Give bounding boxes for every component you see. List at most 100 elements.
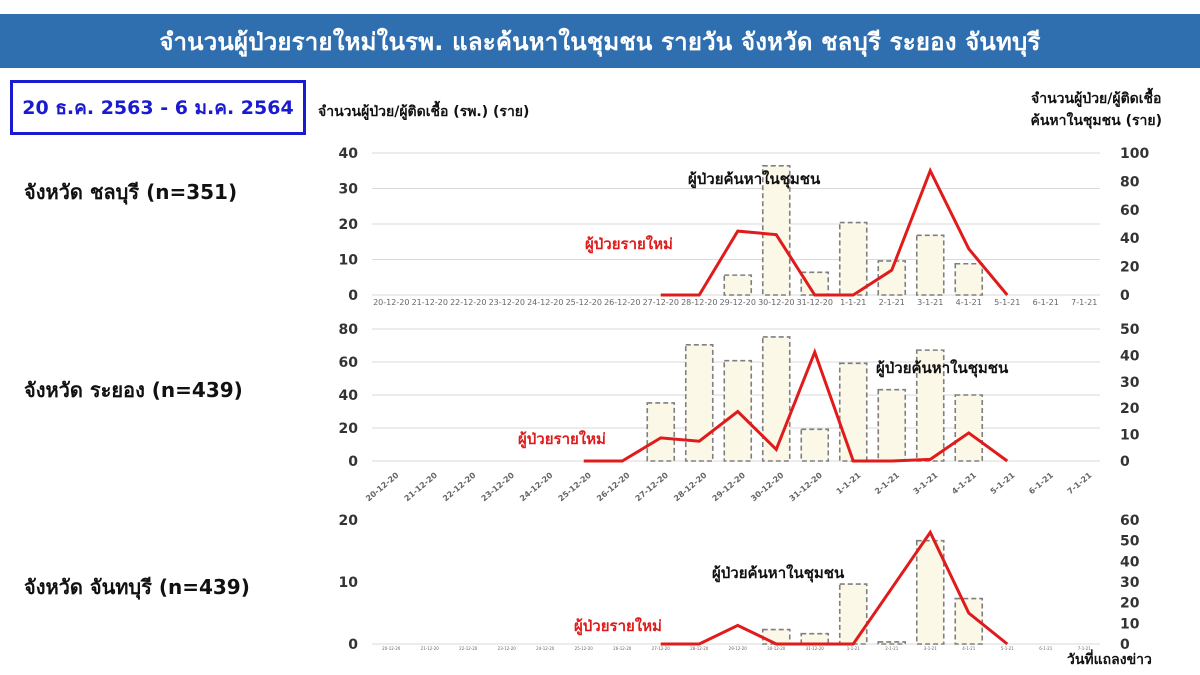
x-tick-label: 3-1-21 [924, 646, 938, 651]
x-tick-label: 6-1-21 [1039, 646, 1053, 651]
series-label-new-cases: ผู้ป่วยรายใหม่ [585, 235, 673, 254]
y-left-tick-label: 60 [339, 355, 359, 371]
x-tick-label: 6-1-21 [1027, 470, 1055, 496]
line-new-cases [660, 529, 1009, 646]
x-tick-label: 20-12-20 [364, 470, 401, 503]
chart-panel-2: 0 10 20 0 10 20 30 40 50 60 20-12-20 21-12-20 22-12-… [339, 513, 1140, 653]
x-tick-label: 23-12-20 [498, 646, 517, 651]
page-title: จำนวนผู้ป่วยรายใหม่ในรพ. และค้นหาในชุมชน… [0, 14, 1200, 68]
chart-panel-1: 0 20 40 60 80 0 10 20 30 40 50 20-12-20 21-12-20 22-1… [339, 322, 1140, 503]
x-tick-label: 25-12-20 [575, 646, 594, 651]
y-right-tick-label: 20 [1120, 596, 1140, 612]
bar-community-1-1-21 [838, 362, 868, 462]
x-tick-label: 29-12-20 [729, 646, 748, 651]
y-left-tick-label: 0 [348, 454, 358, 470]
x-tick-label: 24-12-20 [527, 298, 563, 307]
y-left-tick-label: 0 [348, 637, 358, 653]
x-tick-label: 2-1-21 [885, 646, 899, 651]
bar-community-3-1-21 [915, 539, 945, 645]
x-tick-label: 1-1-21 [847, 646, 861, 651]
x-tick-label: 26-12-20 [604, 298, 640, 307]
x-tick-label: 21-12-20 [412, 298, 448, 307]
x-tick-label: 23-12-20 [489, 298, 525, 307]
y-right-tick-label: 60 [1120, 203, 1140, 219]
y-left-tick-label: 20 [339, 217, 359, 233]
x-tick-label: 4-1-21 [956, 298, 982, 307]
x-tick-label: 27-12-20 [634, 470, 671, 503]
x-tick-label: 25-12-20 [557, 470, 594, 503]
y-right-tick-label: 50 [1120, 534, 1140, 550]
x-tick-label: 30-12-20 [767, 646, 786, 651]
x-tick-label: 31-12-20 [797, 298, 833, 307]
y-left-tick-label: 0 [348, 288, 358, 304]
bar-community-29-12-20 [723, 274, 753, 296]
right-axis-title-line2: ค้นหาในชุมชน (ราย) [1030, 113, 1163, 129]
x-tick-label: 6-1-21 [1033, 298, 1059, 307]
x-tick-label: 30-12-20 [749, 470, 786, 503]
bar-community-31-12-20 [800, 632, 830, 645]
y-right-tick-label: 20 [1120, 260, 1140, 276]
x-tick-label: 7-1-21 [1078, 646, 1092, 651]
bar-community-31-12-20 [800, 428, 830, 462]
x-tick-label: 26-12-20 [613, 646, 632, 651]
x-tick-label: 29-12-20 [720, 298, 756, 307]
x-tick-label: 3-1-21 [917, 298, 943, 307]
bar-community-28-12-20 [684, 344, 714, 462]
series-label-new-cases: ผู้ป่วยรายใหม่ [518, 430, 606, 449]
y-left-tick-label: 10 [339, 575, 359, 591]
x-tick-label: 22-12-20 [441, 470, 478, 503]
bar-community-27-12-20 [646, 402, 676, 462]
x-tick-label: 28-12-20 [672, 470, 709, 503]
date-range-box: 20 ธ.ค. 2563 - 6 ม.ค. 2564 [10, 80, 306, 135]
y-right-tick-label: 10 [1120, 616, 1140, 632]
chart-panel-0: 0 10 20 30 40 0 20 40 60 80 100 20-12-20 21-12-20 22-… [339, 146, 1150, 307]
x-tick-label: 20-12-20 [382, 646, 401, 651]
y-right-tick-label: 0 [1120, 637, 1130, 653]
x-tick-label: 21-12-20 [403, 470, 440, 503]
x-tick-label: 22-12-20 [450, 298, 486, 307]
bar-community-31-12-20 [800, 271, 830, 296]
x-tick-label: 5-1-21 [994, 298, 1020, 307]
x-tick-label: 28-12-20 [681, 298, 717, 307]
series-label-community: ผู้ป่วยค้นหาในชุมชน [688, 170, 821, 189]
x-tick-label: 23-12-20 [480, 470, 517, 503]
y-left-tick-label: 30 [339, 182, 359, 198]
x-tick-label: 3-1-21 [912, 470, 940, 496]
bar-community-3-1-21 [915, 234, 945, 296]
series-label-community: ผู้ป่วยค้นหาในชุมชน [712, 564, 845, 583]
y-right-tick-label: 50 [1120, 322, 1140, 338]
x-tick-label: 30-12-20 [758, 298, 794, 307]
x-tick-label: 27-12-20 [652, 646, 671, 651]
x-tick-label: 4-1-21 [950, 470, 978, 496]
y-right-tick-label: 80 [1120, 174, 1140, 190]
bar-community-3-1-21 [915, 349, 945, 462]
bar-community-30-12-20 [761, 336, 791, 462]
y-left-tick-label: 20 [339, 513, 359, 529]
x-tick-label: 27-12-20 [643, 298, 679, 307]
x-tick-label: 5-1-21 [989, 470, 1017, 496]
x-tick-label: 31-12-20 [806, 646, 825, 651]
x-tick-label: 1-1-21 [840, 298, 866, 307]
left-axis-title: จำนวนผู้ป่วย/ผู้ติดเชื้อ (รพ.) (ราย) [318, 104, 530, 120]
bar-community-2-1-21 [877, 388, 907, 462]
x-tick-label: 4-1-21 [962, 646, 976, 651]
y-left-tick-label: 20 [339, 421, 359, 437]
line-new-cases [583, 347, 1009, 463]
bar-community-1-1-21 [838, 583, 868, 645]
bar-community-1-1-21 [838, 221, 868, 296]
right-axis-title: จำนวนผู้ป่วย/ผู้ติดเชื้อ ค้นหาในชุมชน (ร… [1031, 88, 1163, 132]
province-label-chanthaburi: จังหวัด จันทบุรี (n=439) [24, 575, 250, 599]
province-label-chonburi: จังหวัด ชลบุรี (n=351) [24, 180, 238, 204]
x-tick-label: 1-1-21 [835, 470, 863, 496]
x-tick-label: 28-12-20 [690, 646, 709, 651]
bar-community-2-1-21 [877, 641, 907, 645]
y-left-tick-label: 10 [339, 253, 359, 269]
bar-community-4-1-21 [954, 262, 984, 296]
y-right-tick-label: 60 [1120, 513, 1140, 529]
x-tick-label: 31-12-20 [788, 470, 825, 503]
x-tick-label: 25-12-20 [566, 298, 602, 307]
x-tick-label: 22-12-20 [459, 646, 478, 651]
province-label-rayong: จังหวัด ระยอง (n=439) [24, 378, 243, 402]
series-label-community: ผู้ป่วยค้นหาในชุมชน [876, 359, 1009, 378]
x-tick-label: 2-1-21 [879, 298, 905, 307]
